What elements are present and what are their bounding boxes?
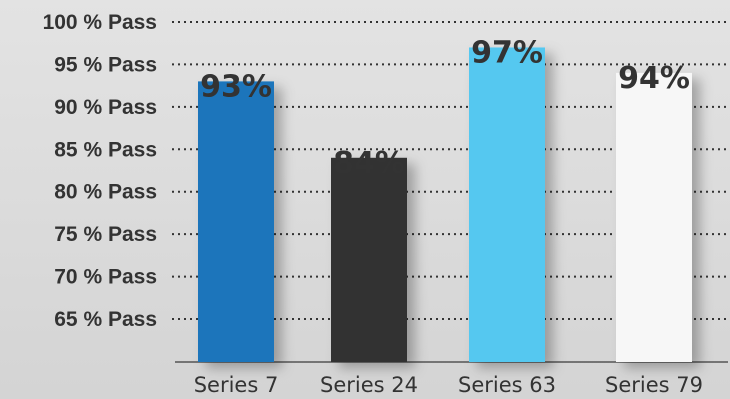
bar-value-label: 94%: [618, 61, 690, 96]
category-label: Series 7: [194, 373, 279, 397]
y-tick-label: 75 % Pass: [54, 223, 157, 246]
bar-value-label: 93%: [200, 69, 272, 104]
y-tick-label: 65 % Pass: [54, 308, 157, 331]
bar-value-label: 97%: [471, 35, 543, 70]
y-tick-label: 90 % Pass: [54, 96, 157, 119]
category-label: Series 24: [320, 373, 418, 397]
data-labels: 93% 84% 97% 94%: [200, 35, 690, 180]
y-axis-tick-labels: 65 % Pass 70 % Pass 75 % Pass 80 % Pass 85 %…: [43, 11, 157, 331]
bar: [469, 47, 545, 362]
y-tick-label: 100 % Pass: [43, 11, 157, 34]
bar: [198, 81, 274, 363]
category-label: Series 63: [458, 373, 556, 397]
bars: [198, 47, 692, 363]
bar-value-label: 84%: [333, 146, 405, 181]
y-tick-label: 70 % Pass: [54, 266, 157, 289]
x-axis-category-labels: Series 7 Series 24 Series 63 Series 79: [194, 373, 703, 397]
category-label: Series 79: [605, 373, 703, 397]
bar: [616, 72, 692, 363]
y-tick-label: 85 % Pass: [54, 138, 157, 161]
y-tick-label: 95 % Pass: [54, 53, 157, 76]
y-tick-label: 80 % Pass: [54, 181, 157, 204]
bar: [331, 157, 407, 362]
